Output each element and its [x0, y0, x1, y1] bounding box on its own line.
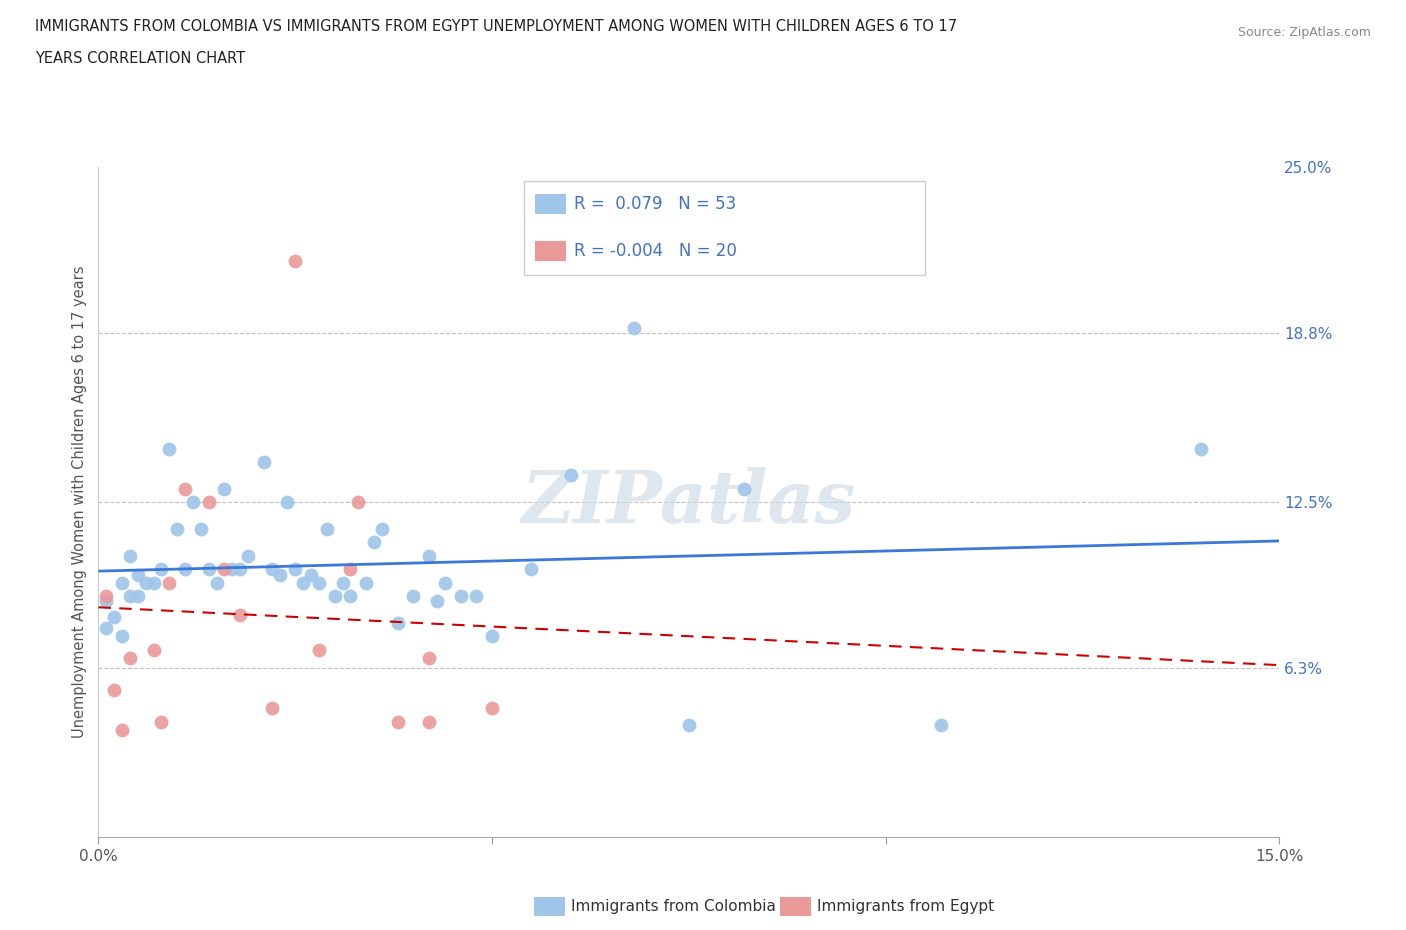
Point	[418, 650, 440, 665]
Point	[197, 562, 219, 577]
Point	[418, 549, 440, 564]
Point	[96, 620, 118, 635]
Point	[481, 629, 503, 644]
Point	[465, 589, 488, 604]
Point	[157, 575, 180, 590]
Point	[135, 575, 157, 590]
Point	[284, 254, 307, 269]
Point	[166, 522, 188, 537]
Point	[371, 522, 394, 537]
Text: ZIPatlas: ZIPatlas	[522, 467, 856, 538]
Point	[174, 482, 197, 497]
Point	[197, 495, 219, 510]
Point	[229, 607, 252, 622]
Point	[354, 575, 377, 590]
Text: Immigrants from Colombia: Immigrants from Colombia	[571, 899, 776, 914]
Point	[929, 717, 952, 732]
Text: IMMIGRANTS FROM COLOMBIA VS IMMIGRANTS FROM EGYPT UNEMPLOYMENT AMONG WOMEN WITH : IMMIGRANTS FROM COLOMBIA VS IMMIGRANTS F…	[35, 19, 957, 33]
Point	[142, 642, 165, 657]
Text: R =  0.079   N = 53: R = 0.079 N = 53	[574, 195, 737, 213]
Point	[387, 714, 409, 729]
Point	[339, 589, 361, 604]
Point	[214, 562, 236, 577]
Point	[733, 482, 755, 497]
Point	[1189, 441, 1212, 456]
Text: R = -0.004   N = 20: R = -0.004 N = 20	[574, 242, 737, 260]
Point	[221, 562, 243, 577]
Point	[150, 562, 173, 577]
Point	[205, 575, 228, 590]
Point	[284, 562, 307, 577]
Point	[315, 522, 337, 537]
Point	[190, 522, 212, 537]
Point	[111, 629, 134, 644]
Point	[214, 482, 236, 497]
Point	[363, 535, 385, 550]
Point	[236, 549, 259, 564]
Point	[127, 567, 149, 582]
Point	[118, 650, 141, 665]
Point	[560, 468, 582, 483]
Point	[174, 562, 197, 577]
Point	[292, 575, 315, 590]
Point	[481, 701, 503, 716]
Point	[402, 589, 425, 604]
Point	[127, 589, 149, 604]
Point	[308, 575, 330, 590]
Point	[678, 717, 700, 732]
Point	[269, 567, 291, 582]
Point	[520, 562, 543, 577]
Point	[339, 562, 361, 577]
Point	[157, 441, 180, 456]
Point	[253, 455, 276, 470]
Y-axis label: Unemployment Among Women with Children Ages 6 to 17 years: Unemployment Among Women with Children A…	[72, 266, 87, 738]
Point	[103, 683, 125, 698]
Point	[387, 616, 409, 631]
Point	[118, 549, 141, 564]
Point	[181, 495, 204, 510]
Point	[111, 575, 134, 590]
Point	[260, 701, 283, 716]
Point	[347, 495, 370, 510]
Point	[118, 589, 141, 604]
Point	[623, 321, 645, 336]
Point	[308, 642, 330, 657]
Point	[450, 589, 472, 604]
Text: Source: ZipAtlas.com: Source: ZipAtlas.com	[1237, 26, 1371, 39]
Point	[96, 589, 118, 604]
Point	[142, 575, 165, 590]
Point	[426, 594, 449, 609]
Point	[299, 567, 322, 582]
Point	[260, 562, 283, 577]
Text: Immigrants from Egypt: Immigrants from Egypt	[817, 899, 994, 914]
Point	[96, 594, 118, 609]
Point	[433, 575, 456, 590]
Point	[229, 562, 252, 577]
Point	[323, 589, 346, 604]
Point	[332, 575, 354, 590]
Point	[150, 714, 173, 729]
Point	[418, 714, 440, 729]
Text: YEARS CORRELATION CHART: YEARS CORRELATION CHART	[35, 51, 245, 66]
Point	[111, 723, 134, 737]
Point	[276, 495, 298, 510]
Point	[103, 610, 125, 625]
